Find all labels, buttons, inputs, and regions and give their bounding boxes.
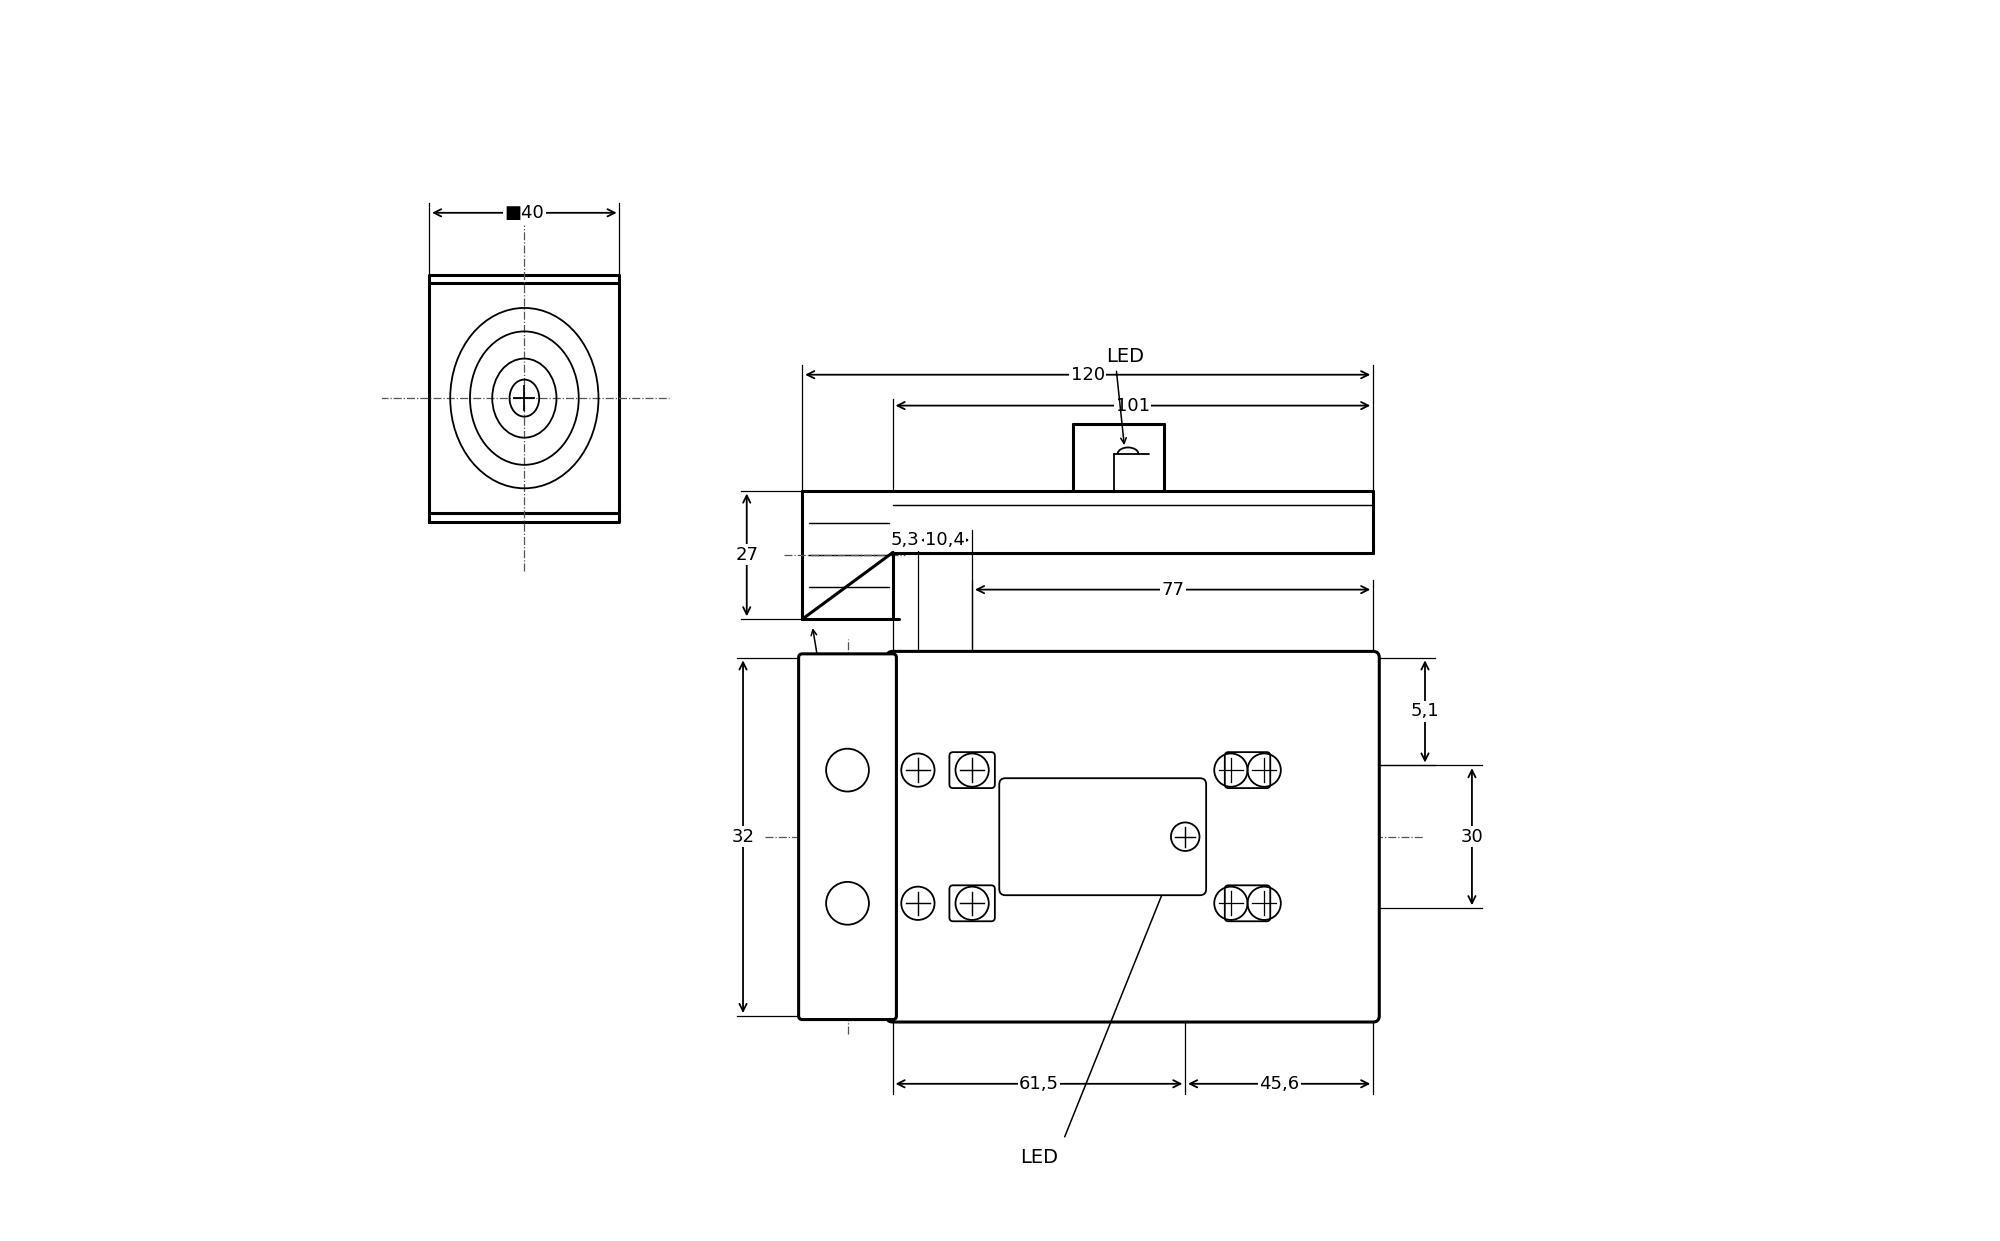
Text: 32: 32 — [732, 828, 754, 845]
Text: 77: 77 — [1162, 581, 1184, 598]
Text: 61,5: 61,5 — [1018, 1075, 1058, 1093]
Text: ■40: ■40 — [504, 204, 544, 222]
Text: 45,6: 45,6 — [1260, 1075, 1300, 1093]
Text: LED: LED — [1020, 1148, 1058, 1168]
FancyBboxPatch shape — [798, 654, 896, 1020]
Text: 30: 30 — [1460, 828, 1484, 845]
FancyBboxPatch shape — [1224, 885, 1270, 921]
Text: LED: LED — [1106, 346, 1144, 366]
Text: 10,4: 10,4 — [926, 531, 964, 550]
FancyBboxPatch shape — [1224, 752, 1270, 788]
Text: 5,3: 5,3 — [890, 531, 920, 550]
Text: 120: 120 — [1070, 366, 1104, 383]
Text: 101: 101 — [1116, 397, 1150, 414]
Text: 1/2" NPT: 1/2" NPT — [802, 678, 880, 696]
FancyBboxPatch shape — [1000, 778, 1206, 895]
FancyBboxPatch shape — [950, 752, 994, 788]
FancyBboxPatch shape — [950, 885, 994, 921]
Text: 5,1: 5,1 — [1410, 702, 1440, 721]
Text: 27: 27 — [736, 546, 758, 563]
FancyBboxPatch shape — [886, 652, 1380, 1023]
